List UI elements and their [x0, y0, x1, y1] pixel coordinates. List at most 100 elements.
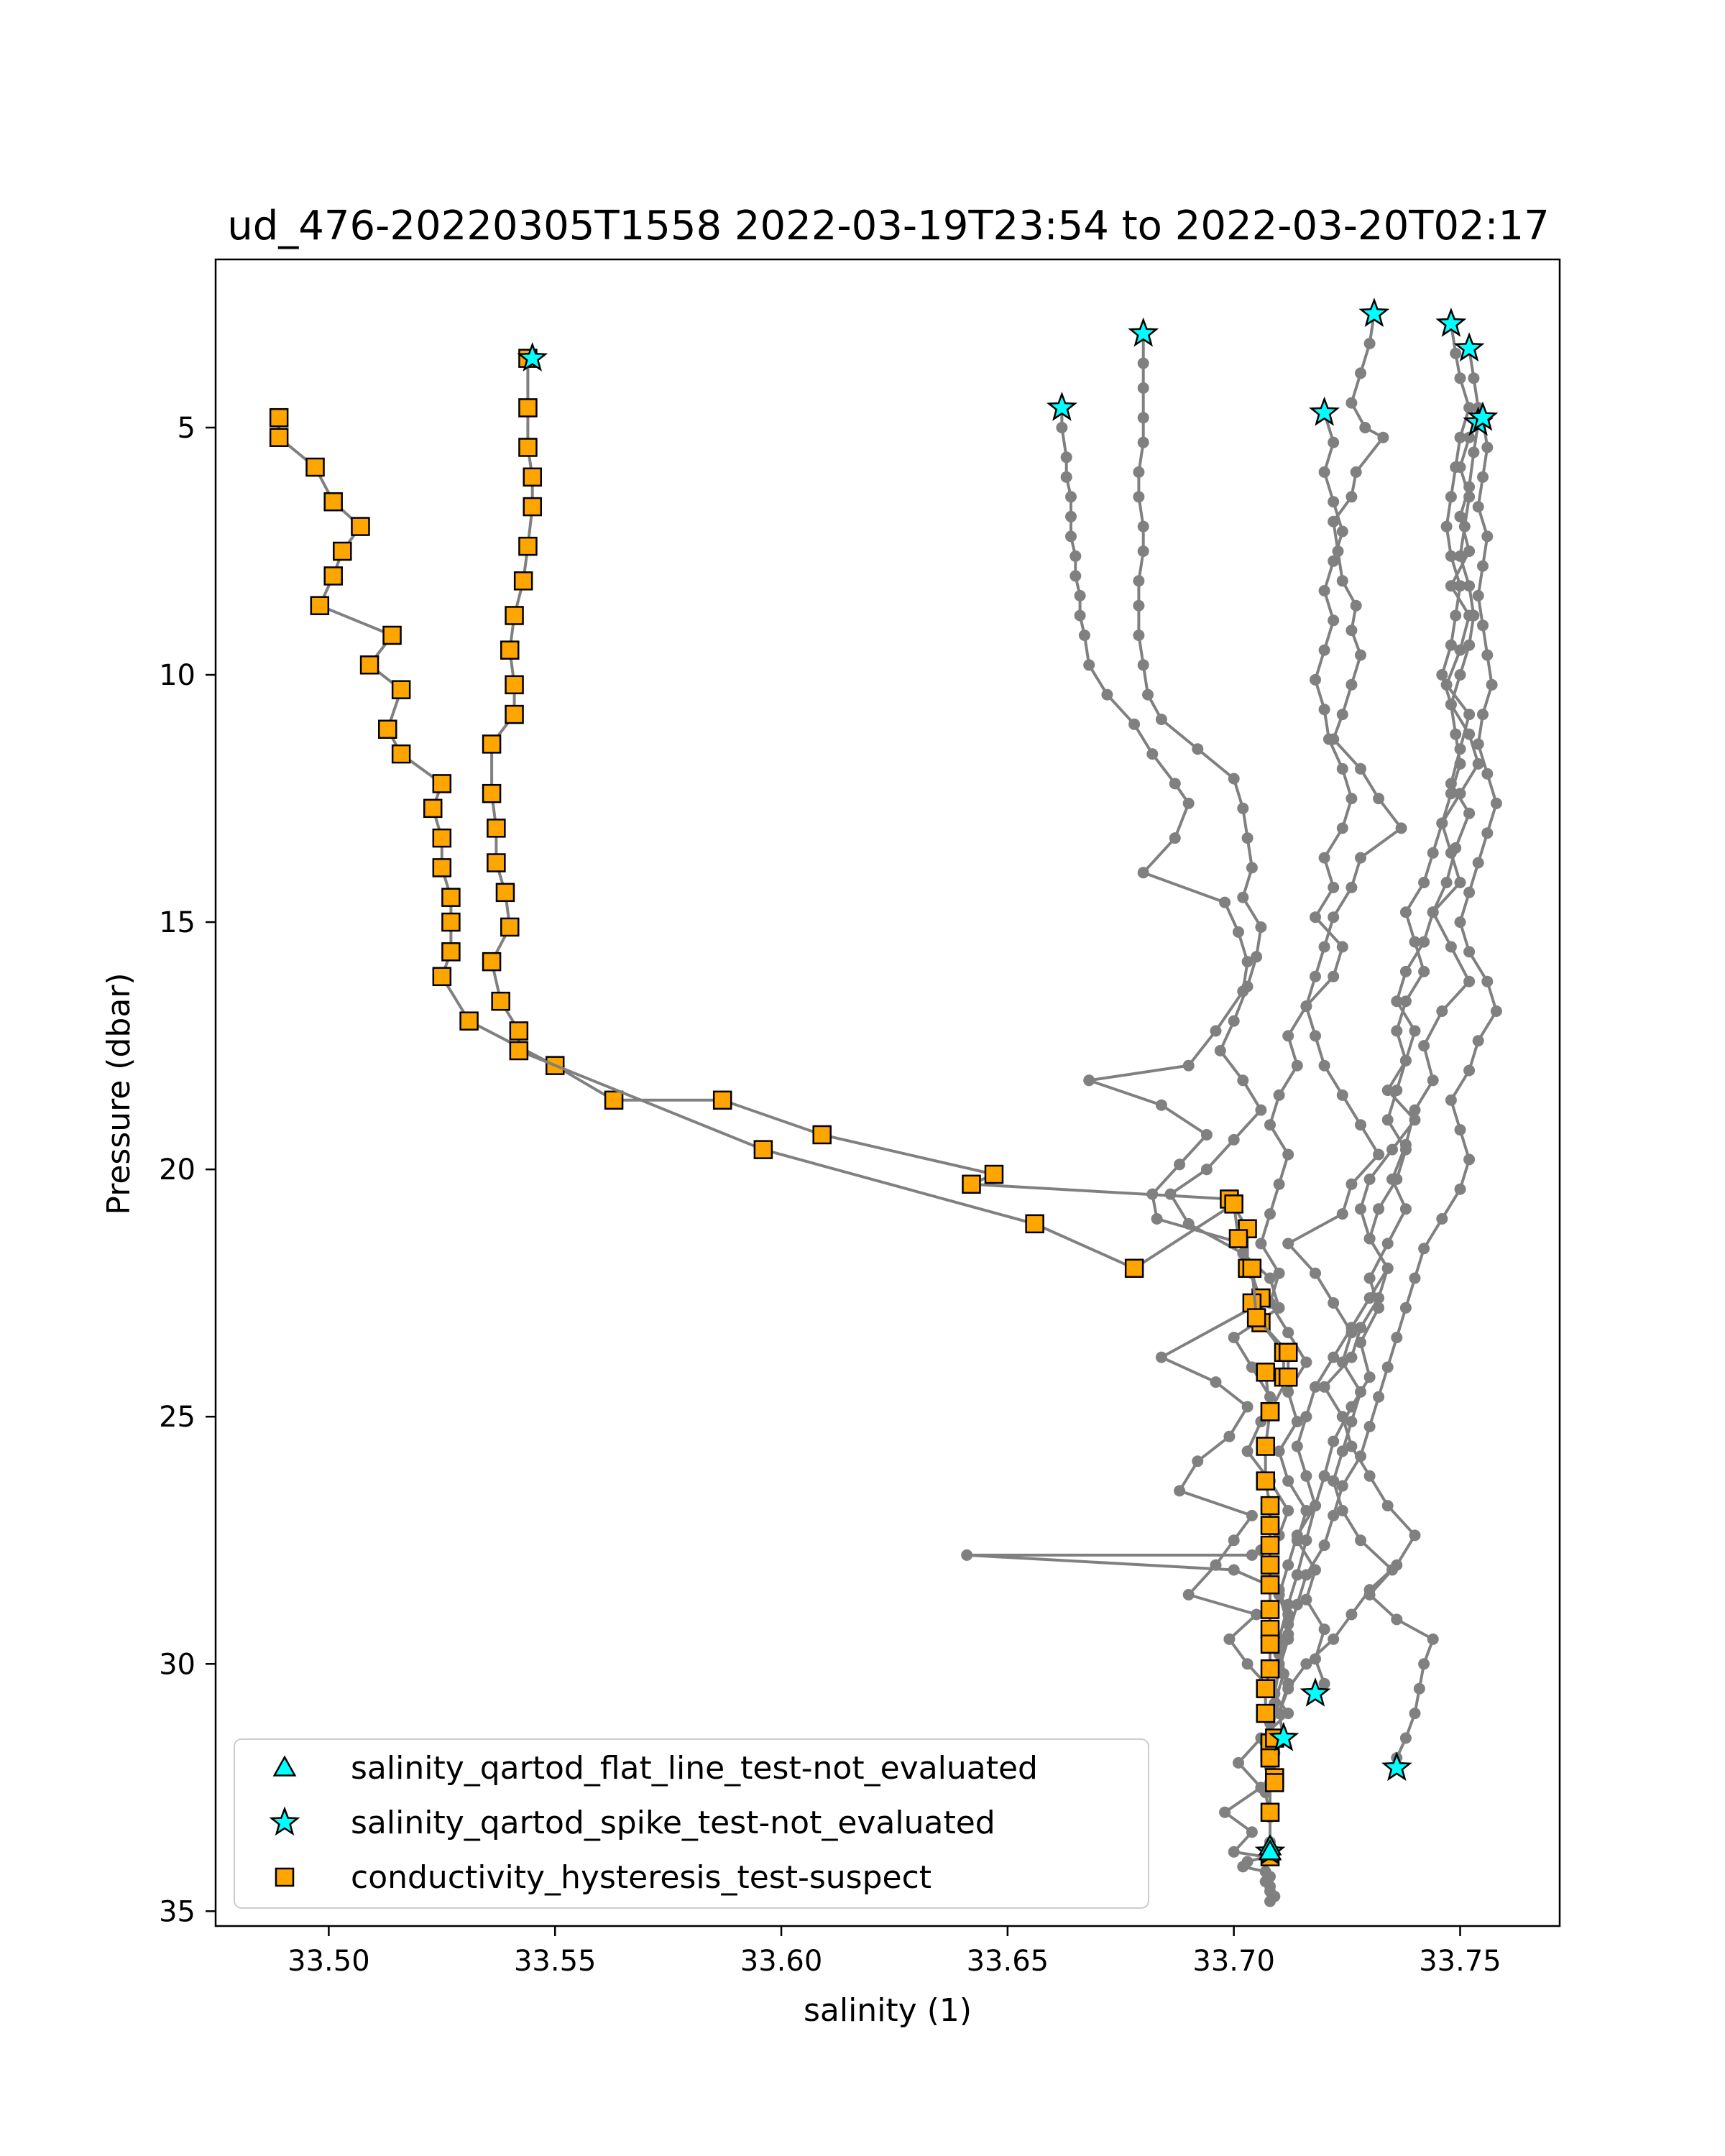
profile-point	[1264, 1272, 1276, 1284]
square-marker	[382, 625, 402, 645]
profile-point	[1328, 436, 1340, 448]
profile-point	[1409, 1104, 1421, 1116]
profile-point	[1381, 1084, 1394, 1097]
profile-point	[1350, 599, 1362, 612]
profile-point	[1418, 936, 1430, 948]
profile-point	[1237, 1861, 1249, 1873]
profile-point	[1070, 570, 1082, 582]
square-marker	[1224, 1194, 1243, 1214]
profile-point	[1282, 1559, 1294, 1571]
profile-point	[1300, 1569, 1312, 1581]
profile-point	[1241, 1658, 1254, 1670]
profile-point	[1241, 980, 1254, 992]
profile-point	[1346, 397, 1358, 409]
profile-point	[1409, 1025, 1421, 1037]
y-tick-label: 20	[159, 1153, 196, 1187]
profile-point	[1450, 728, 1462, 740]
profile-point	[1228, 1534, 1240, 1547]
profile-point	[1445, 550, 1457, 562]
profile-point	[1377, 431, 1389, 443]
profile-point	[1463, 545, 1476, 557]
profile-point	[1332, 545, 1344, 557]
profile-point	[1436, 817, 1448, 829]
profile-point	[1078, 630, 1090, 641]
square-marker	[487, 819, 506, 838]
profile-point	[1336, 575, 1348, 587]
legend-label: conductivity_hysteresis_test-suspect	[351, 1859, 932, 1896]
square-marker	[500, 640, 520, 660]
profile-point	[1291, 1059, 1303, 1072]
profile-point	[1133, 575, 1145, 587]
y-tick-label: 35	[159, 1895, 196, 1928]
square-marker	[523, 497, 542, 517]
square-marker	[962, 1174, 981, 1194]
profile-point	[1477, 619, 1489, 632]
square-marker	[984, 1164, 1004, 1184]
square-marker	[509, 1041, 529, 1061]
square-marker	[523, 467, 542, 487]
profile-point	[1346, 1322, 1358, 1334]
square-marker	[1246, 1308, 1266, 1327]
profile-point	[1336, 822, 1348, 834]
square-marker	[1278, 1342, 1298, 1363]
square-marker	[1260, 1535, 1280, 1555]
square-marker	[505, 704, 524, 724]
profile-point	[1472, 757, 1484, 770]
profile-point	[1399, 1302, 1412, 1314]
profile-point	[1137, 659, 1149, 671]
profile-point	[1440, 678, 1453, 691]
profile-point	[1241, 832, 1254, 844]
profile-point	[1328, 881, 1340, 893]
profile-point	[1264, 1208, 1276, 1220]
square-marker	[604, 1090, 624, 1110]
profile-point	[1237, 802, 1249, 814]
profile-point	[1273, 1267, 1285, 1279]
profile-point	[1418, 877, 1430, 888]
profile-point	[1300, 1658, 1312, 1670]
profile-point	[1355, 1322, 1366, 1334]
profile-point	[1454, 743, 1466, 755]
profile-point	[1463, 1153, 1476, 1166]
profile-point	[1246, 1509, 1258, 1521]
profile-point	[1427, 1074, 1439, 1087]
square-marker	[509, 1021, 529, 1041]
profile-point	[1146, 748, 1159, 760]
profile-point	[1328, 1351, 1340, 1363]
profile-point	[1291, 1598, 1303, 1611]
star-marker	[1467, 401, 1499, 431]
square-marker	[500, 917, 520, 937]
profile-point	[1355, 852, 1366, 864]
profile-point	[1363, 338, 1376, 349]
profile-point	[1246, 1361, 1258, 1373]
star-marker	[1046, 391, 1077, 421]
profile-point	[1142, 688, 1154, 701]
profile-point	[1472, 857, 1484, 869]
profile-point	[1454, 431, 1466, 443]
profile-point	[1273, 1178, 1285, 1190]
square-marker	[1124, 1258, 1144, 1279]
profile-point	[1336, 1480, 1348, 1492]
profile-point	[1273, 1708, 1285, 1720]
profile-point	[1391, 1332, 1403, 1344]
profile-point	[1282, 1327, 1294, 1339]
profile-point	[1395, 822, 1407, 834]
profile-point	[1355, 1203, 1366, 1215]
profile-point	[1233, 1756, 1244, 1769]
square-marker	[1260, 1496, 1280, 1516]
y-tick-label: 5	[178, 412, 196, 445]
profile-point	[1373, 1148, 1385, 1161]
profile-point	[961, 1549, 973, 1561]
profile-point	[1454, 372, 1466, 384]
square-marker	[441, 888, 461, 907]
profile-point	[1083, 1074, 1095, 1087]
profile-point	[1463, 807, 1476, 819]
legend-label: salinity_qartod_flat_line_test-not_evalu…	[351, 1750, 1038, 1787]
square-marker	[269, 407, 289, 428]
square-marker	[1265, 1773, 1284, 1792]
profile-point	[1363, 1371, 1376, 1383]
square-marker	[432, 967, 452, 987]
profile-point	[1174, 1485, 1186, 1497]
square-marker	[1260, 1516, 1280, 1535]
profile-point	[1310, 1381, 1321, 1393]
profile-point	[1318, 1059, 1330, 1072]
